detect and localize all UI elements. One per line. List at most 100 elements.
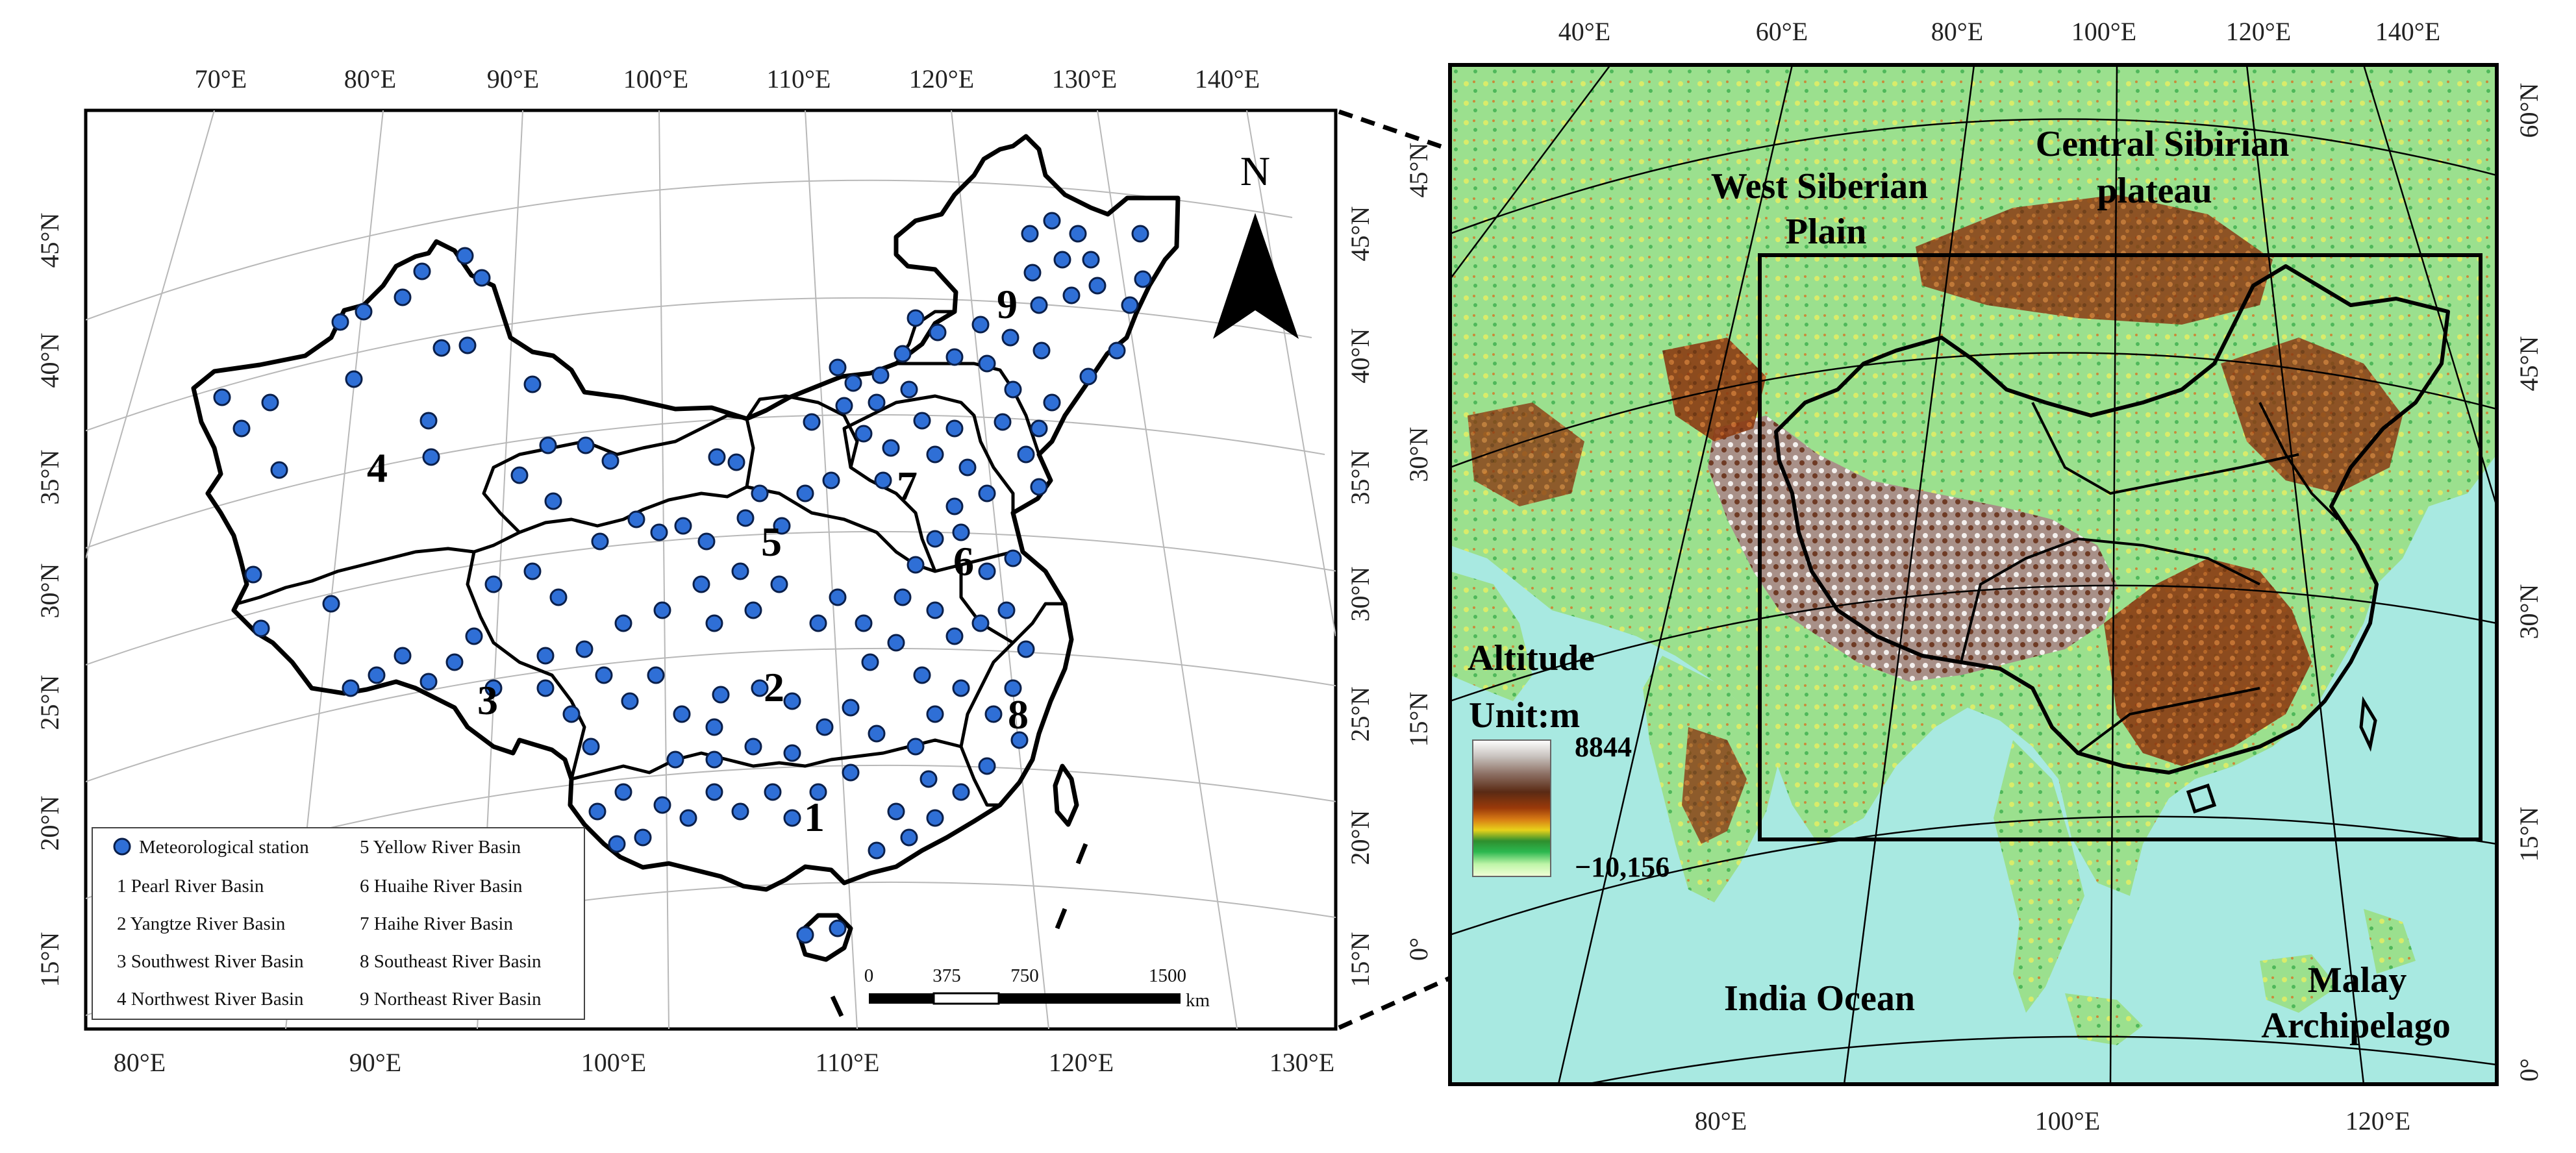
station-marker: [926, 809, 944, 827]
lon-tick-label: 120°E: [1049, 1048, 1114, 1077]
china-border: [191, 134, 1181, 892]
station-marker: [919, 770, 938, 788]
station-marker: [653, 796, 671, 814]
station-marker: [322, 595, 340, 613]
station-marker: [510, 466, 529, 484]
station-marker: [796, 484, 814, 502]
station-marker: [803, 413, 821, 431]
station-marker: [244, 565, 262, 584]
station-marker: [653, 601, 671, 619]
lat-tick-label: 15°N: [1404, 692, 1433, 747]
lat-tick-label: 20°N: [35, 796, 64, 851]
left-graticule: [86, 110, 1336, 1029]
lat-tick-label: 30°N: [1404, 427, 1433, 482]
station-marker: [1043, 212, 1061, 230]
station-marker: [413, 262, 431, 280]
station-marker: [562, 705, 581, 723]
station-marker: [926, 445, 944, 464]
station-marker: [331, 313, 349, 331]
station-marker: [591, 532, 609, 551]
station-marker: [751, 484, 769, 502]
lat-tick-label: 45°N: [35, 213, 64, 268]
station-marker: [692, 575, 710, 593]
station-marker: [634, 828, 652, 847]
lon-tick-label: 100°E: [581, 1048, 646, 1077]
station-marker: [1030, 419, 1048, 438]
station-marker: [978, 484, 996, 502]
lon-tick-label: 100°E: [2035, 1106, 2100, 1135]
lon-tick-label: 90°E: [349, 1048, 401, 1077]
study-area-box: [1758, 253, 2482, 841]
station-marker: [945, 627, 964, 645]
scale-bar-segment: [932, 992, 1000, 1005]
lat-tick-label: 45°N: [2514, 336, 2544, 391]
lon-tick-label: 130°E: [1052, 64, 1117, 93]
station-marker: [673, 705, 691, 723]
right-map-frame: [1448, 63, 2499, 1086]
lon-tick-label: 80°E: [1695, 1106, 1747, 1135]
station-marker: [536, 647, 555, 665]
station-marker: [894, 588, 912, 606]
lat-tick-label: 30°N: [35, 564, 64, 619]
taiwan-hainan-inset: [2186, 696, 2377, 814]
station-marker: [679, 809, 697, 827]
lon-tick-label: 90°E: [487, 64, 539, 93]
station-marker: [994, 413, 1012, 431]
station-marker: [1030, 296, 1048, 314]
east-asia-uplands: [2104, 558, 2312, 766]
station-marker: [1053, 251, 1071, 269]
station-marker: [945, 497, 964, 515]
station-marker: [773, 517, 791, 535]
basin-number-6: 6: [953, 538, 974, 584]
legend-item: 1 Pearl River Basin: [117, 876, 264, 897]
station-markers: [213, 212, 1152, 944]
station-marker: [588, 802, 606, 821]
station-marker: [868, 841, 886, 860]
lat-tick-label: 20°N: [1345, 810, 1375, 865]
legend-item: 4 Northwest River Basin: [117, 989, 304, 1010]
station-marker: [614, 783, 632, 801]
station-marker: [783, 744, 801, 762]
lon-tick-label: 120°E: [2345, 1106, 2410, 1135]
lon-tick-label: 80°E: [344, 64, 396, 93]
station-marker: [770, 575, 788, 593]
malay-islands: [2065, 909, 2416, 1045]
legend-item: 2 Yangtze River Basin: [117, 913, 286, 934]
station-marker: [1062, 286, 1081, 304]
station-marker: [575, 640, 594, 658]
station-marker: [997, 601, 1016, 619]
legend-item: 9 Northeast River Basin: [360, 989, 542, 1010]
indochina-land: [1994, 740, 2084, 1013]
right-graticule: [1450, 65, 2497, 1084]
legend-item: 5 Yellow River Basin: [360, 837, 521, 858]
legend-item: 7 Haihe River Basin: [360, 913, 513, 934]
station-marker: [601, 452, 619, 470]
hainan-island: [796, 913, 853, 962]
basin-number-9: 9: [997, 281, 1018, 327]
lat-tick-label: 15°N: [2514, 807, 2544, 862]
station-marker: [926, 530, 944, 548]
station-marker: [882, 439, 900, 457]
station-marker: [952, 679, 970, 697]
station-marker: [861, 653, 879, 671]
scale-tick-label: 750: [1010, 965, 1039, 986]
scale-tick-label: 0: [864, 965, 874, 986]
station-marker: [816, 718, 834, 736]
lat-tick-label: 60°N: [2514, 83, 2544, 138]
station-marker: [900, 828, 918, 847]
north-arrow: N: [1213, 148, 1299, 339]
station-marker: [1121, 296, 1139, 314]
basin-number-1: 1: [804, 794, 825, 840]
station-marker: [842, 763, 860, 782]
station-marker: [614, 614, 632, 632]
station-marker: [523, 375, 542, 393]
station-marker: [445, 653, 464, 671]
station-marker: [952, 523, 970, 541]
station-marker: [674, 517, 692, 535]
station-marker: [855, 614, 873, 632]
lon-tick-label: 60°E: [1756, 17, 1808, 46]
station-marker: [900, 380, 918, 399]
station-marker: [984, 705, 1003, 723]
station-marker: [582, 738, 600, 756]
altitude-min-label: −10,156: [1575, 851, 1669, 883]
